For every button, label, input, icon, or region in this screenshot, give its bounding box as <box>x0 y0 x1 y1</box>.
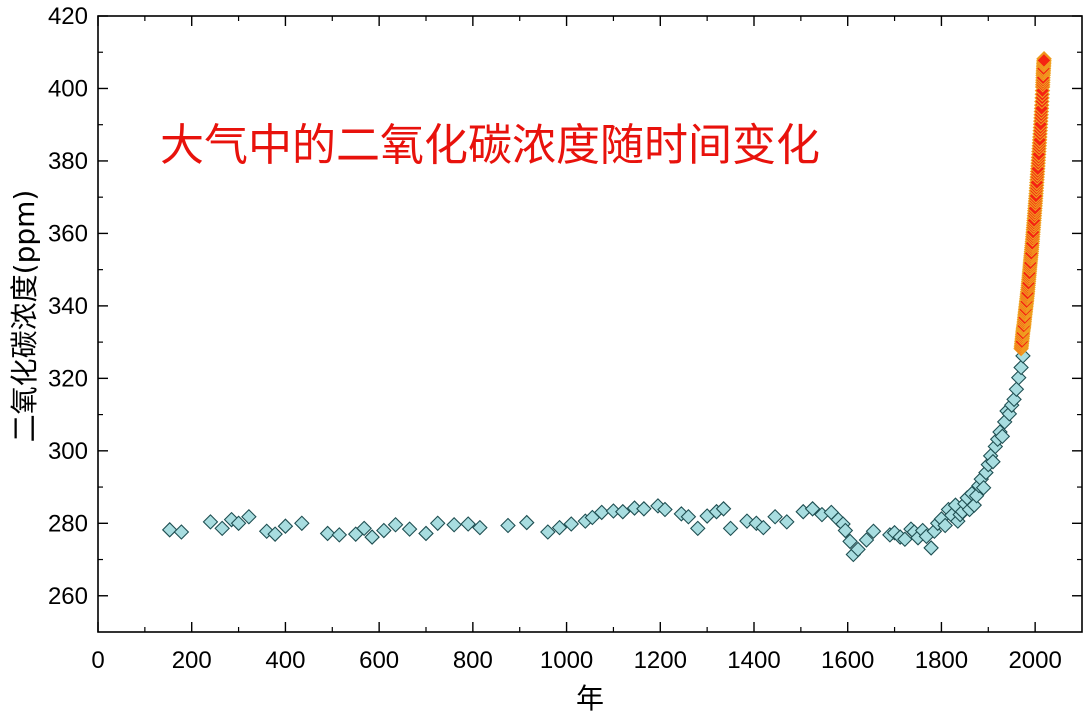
historical-data-point <box>173 524 190 540</box>
historical-data-point <box>500 517 516 534</box>
historical-data-point <box>975 480 992 496</box>
historical-data-point <box>748 515 765 532</box>
historical-data-point <box>837 522 854 539</box>
y-tick-label: 400 <box>48 75 88 102</box>
historical-data-point <box>376 522 392 539</box>
y-tick-label: 320 <box>48 365 88 392</box>
x-tick-label: 1800 <box>915 647 968 674</box>
historical-data-point <box>985 453 1001 470</box>
historical-data-point <box>551 519 568 536</box>
y-axis-label: 二氧化碳浓度(ppm) <box>8 190 41 443</box>
x-tick-label: 800 <box>453 647 493 674</box>
historical-data-point <box>636 501 652 517</box>
historical-data-point <box>223 511 240 528</box>
x-tick-label: 1000 <box>540 647 593 674</box>
historical-data-point <box>387 516 404 533</box>
y-tick-label: 420 <box>48 3 88 30</box>
x-tick-label: 400 <box>265 647 305 674</box>
historical-data-point <box>937 517 953 534</box>
historical-data-point <box>968 487 985 504</box>
historical-data-point <box>593 504 610 521</box>
historical-data-point <box>1010 369 1027 386</box>
historical-data-point <box>294 515 310 532</box>
modern-data-point <box>1036 52 1052 69</box>
axis-ticks-layer: 0 200 400 600 800 1000 1200 1400 1600 1800 2000 260… <box>48 3 1082 674</box>
x-tick-label: 0 <box>91 647 104 674</box>
historical-data-point <box>241 508 257 525</box>
historical-data-point <box>858 532 875 548</box>
historical-data-point <box>267 526 283 542</box>
historical-data-point <box>1013 359 1029 376</box>
x-tick-label: 1600 <box>821 647 874 674</box>
historical-data-point <box>401 521 418 537</box>
y-tick-label: 300 <box>48 438 88 465</box>
x-tick-label: 1200 <box>634 647 687 674</box>
x-tick-label: 600 <box>359 647 399 674</box>
historical-data-point <box>994 428 1011 445</box>
historical-data-point <box>804 501 821 517</box>
historical-data-point <box>230 515 247 532</box>
y-tick-label: 260 <box>48 583 88 610</box>
historical-data-point <box>356 520 372 537</box>
historical-data-point <box>202 514 219 530</box>
historical-data-point <box>319 525 336 542</box>
historical-data-point <box>418 525 434 542</box>
historical-data-point <box>755 519 772 536</box>
historical-data-point <box>689 520 706 537</box>
historical-data-point <box>518 514 535 531</box>
historical-data-point <box>277 518 294 534</box>
y-tick-label: 360 <box>48 220 88 247</box>
historical-data-point <box>1006 391 1022 408</box>
historical-data-point <box>680 508 697 525</box>
historical-data-point <box>161 522 178 538</box>
historical-data-point <box>842 533 858 550</box>
historical-data-point <box>258 523 275 540</box>
historical-data-point <box>472 519 488 536</box>
y-tick-label: 380 <box>48 148 88 175</box>
historical-data-point <box>563 516 580 532</box>
historical-data-point <box>966 497 983 513</box>
historical-data-point <box>897 531 913 548</box>
chart-title: 大气中的二氧化碳浓度随时间变化 <box>160 120 820 171</box>
historical-data-point <box>1008 381 1025 398</box>
x-tick-label: 200 <box>172 647 212 674</box>
historical-data-point <box>364 529 380 545</box>
historical-data-point <box>715 501 732 517</box>
historical-data-point <box>540 524 556 540</box>
historical-data-point <box>722 520 739 537</box>
historical-data-point <box>865 523 882 540</box>
data-points-layer <box>161 50 1052 563</box>
historical-data-point <box>214 520 230 537</box>
historical-data-point <box>923 540 939 556</box>
historical-data-point <box>446 516 462 533</box>
historical-data-point <box>850 541 866 558</box>
historical-data-point <box>460 516 476 532</box>
historical-data-point <box>429 515 446 532</box>
x-tick-label: 2000 <box>1008 647 1061 674</box>
historical-data-point <box>615 503 631 520</box>
historical-data-point <box>331 527 348 543</box>
historical-data-point <box>657 501 673 518</box>
x-tick-label: 1400 <box>727 647 780 674</box>
x-axis-label: 年 <box>576 682 604 715</box>
historical-data-point <box>767 508 783 525</box>
plot-frame <box>97 15 1083 633</box>
y-tick-label: 280 <box>48 510 88 537</box>
y-tick-label: 340 <box>48 293 88 320</box>
historical-data-point <box>779 514 795 530</box>
